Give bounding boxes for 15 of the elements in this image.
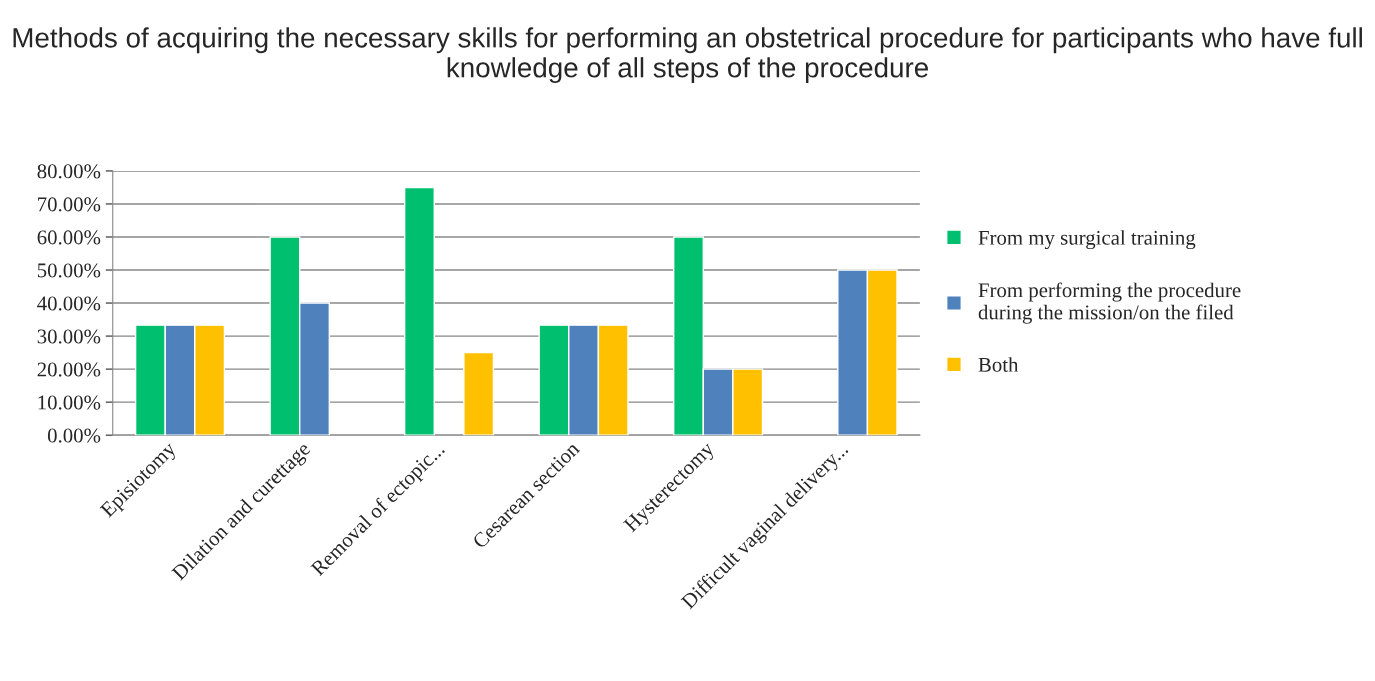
legend-label: From my surgical training [978,230,1196,250]
y-tick-label: 80.00% [37,164,101,179]
legend-label: Both [978,357,1019,372]
y-tick-label: 70.00% [38,197,101,212]
legend-label: From performing the procedure during the mission/on the filed [978,282,1241,324]
chart-title: Methods of acquiring the necessary skills for performing an obstetrical procedure for participants who have full knowledge of all steps of the procedure [13,27,1362,84]
y-tick-label: 30.00% [37,329,101,344]
bar [463,351,495,436]
bar [403,186,435,436]
y-tick-label: 50.00% [37,263,101,278]
y-tick-label: 0.00% [47,428,101,443]
y-tick-label: 40.00% [37,296,101,311]
y-tick-label: 10.00% [38,395,101,410]
y-tick-label: 20.00% [37,362,101,377]
y-tick-label: 60.00% [37,230,101,245]
